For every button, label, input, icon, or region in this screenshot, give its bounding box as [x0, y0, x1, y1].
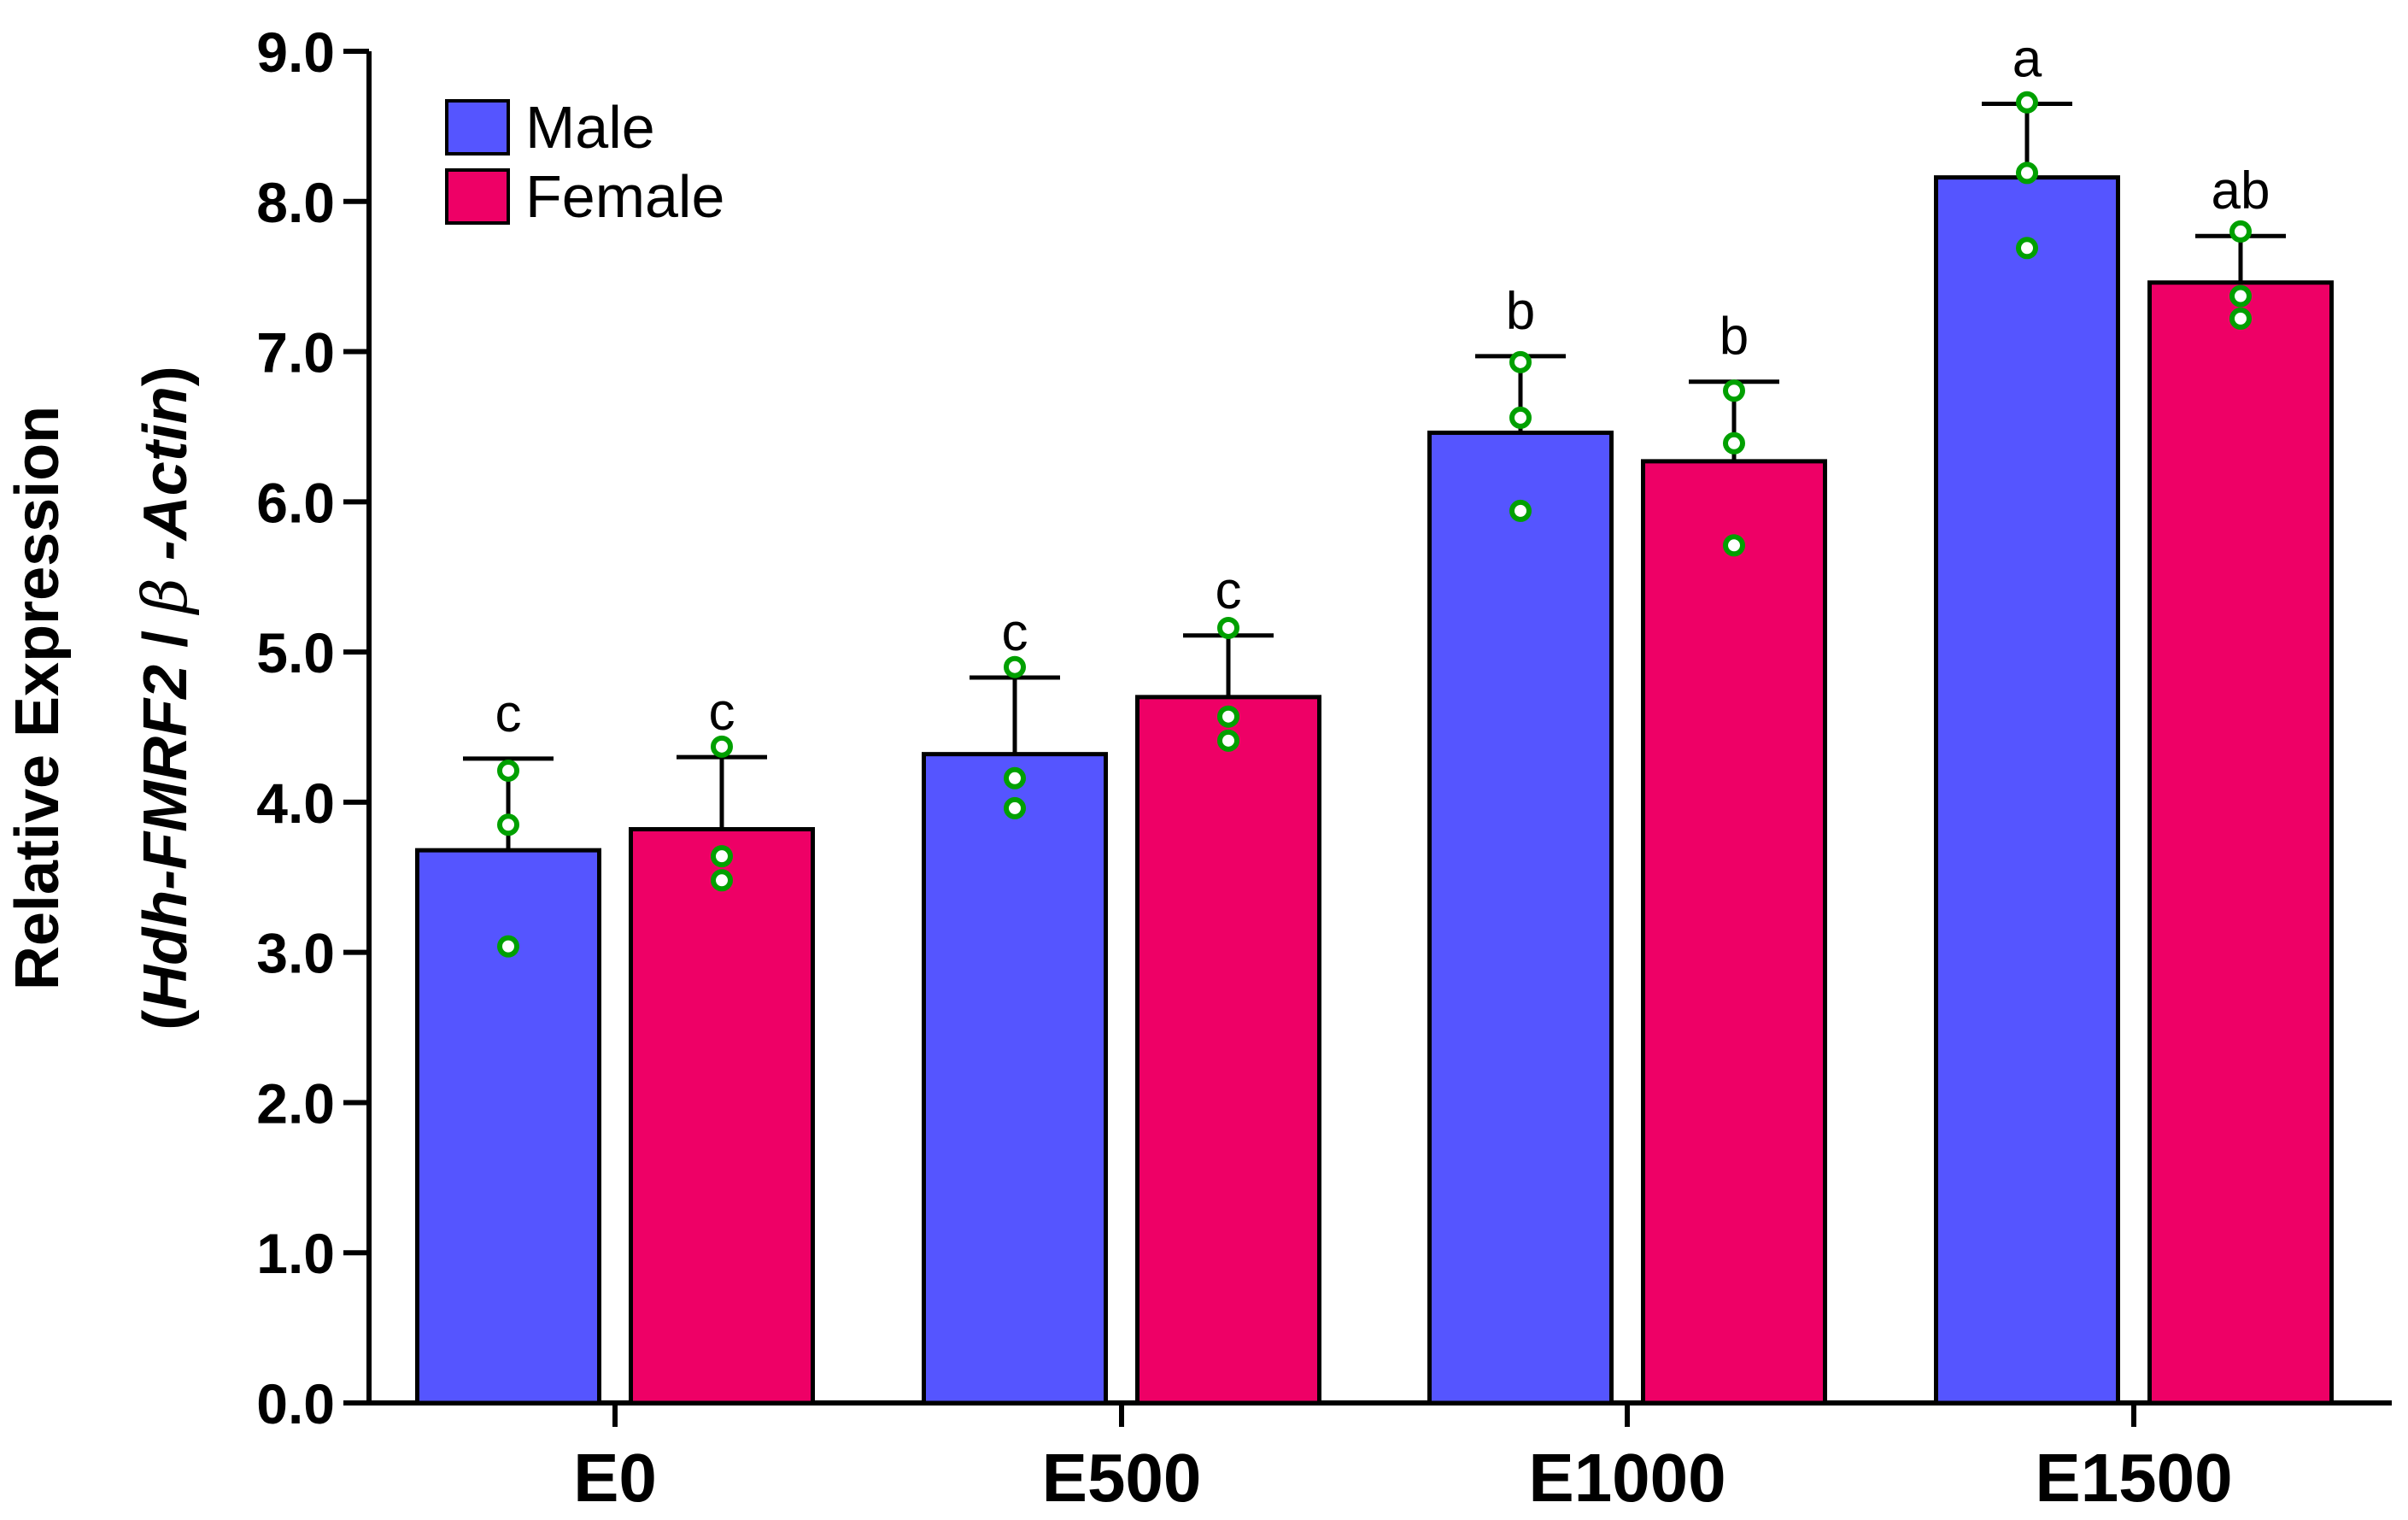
data-point [1217, 616, 1239, 639]
significance-letter: c [495, 684, 522, 743]
data-point [2016, 161, 2038, 185]
significance-letter: c [1216, 561, 1242, 620]
significance-letter: a [2013, 30, 2042, 89]
x-tick-label: E1500 [2035, 1440, 2232, 1516]
significance-letter: b [1720, 308, 1749, 367]
y-tick-label: 2.0 [256, 1071, 335, 1135]
y-tick-label: 0.0 [256, 1372, 335, 1435]
y-tick-label: 7.0 [256, 321, 335, 384]
data-point [1004, 796, 1026, 819]
y-axis-title: Relative Expression (Hdh-FMRF2 / β -Acti… [3, 366, 201, 1030]
y-axis-label-line1: Relative Expression [3, 406, 72, 990]
data-point [2016, 91, 2038, 114]
data-point [1217, 705, 1239, 728]
y-tick-label: 5.0 [256, 621, 335, 684]
data-point [497, 813, 519, 836]
x-tick-label: E0 [573, 1440, 657, 1516]
data-point [1509, 350, 1532, 373]
y-tick-label: 1.0 [256, 1222, 335, 1285]
data-point [1004, 655, 1026, 678]
data-point [2229, 220, 2252, 243]
x-tick-label: E500 [1042, 1440, 1202, 1516]
bar-male [922, 752, 1108, 1406]
legend-swatch-male [445, 99, 510, 156]
y-tick-label: 9.0 [256, 21, 335, 84]
y-tick-label: 8.0 [256, 171, 335, 234]
significance-letter: b [1506, 282, 1535, 341]
significance-letter: c [1002, 603, 1028, 662]
data-point [711, 845, 733, 868]
y-tick-label: 6.0 [256, 471, 335, 534]
significance-letter: ab [2212, 161, 2270, 220]
data-point [1509, 406, 1532, 429]
bar-female [1135, 695, 1321, 1406]
data-point [1217, 729, 1239, 752]
legend-label-female: Female [525, 163, 724, 230]
data-point [711, 735, 733, 758]
data-point [1723, 534, 1745, 557]
bar-male [415, 848, 601, 1406]
bar-male [1427, 430, 1614, 1406]
y-tick-label: 3.0 [256, 922, 335, 985]
data-point [1004, 766, 1026, 789]
x-tick-label: E1000 [1528, 1440, 1725, 1516]
data-point [497, 935, 519, 958]
bar-female [629, 827, 815, 1406]
y-axis-label-line2: (Hdh-FMRF2 / β -Actin) [129, 366, 201, 1030]
data-point [2229, 285, 2252, 308]
data-point [1723, 379, 1745, 402]
bar-female [2147, 280, 2334, 1406]
data-point [2016, 237, 2038, 260]
y-tick-label: 4.0 [256, 772, 335, 835]
significance-letter: c [709, 683, 735, 742]
data-point [711, 869, 733, 892]
plot-area: 0.0 1.0 2.0 3.0 4.0 5.0 6.0 7.0 8.0 9.0 E0 E500 E100… [256, 21, 2392, 1516]
data-point [497, 759, 519, 782]
legend-swatch-female [445, 168, 510, 225]
data-point [1509, 499, 1532, 522]
bar-female [1641, 459, 1827, 1406]
data-point [1723, 431, 1745, 455]
legend-label-male: Male [525, 94, 655, 161]
bar-male [1934, 175, 2120, 1406]
data-point [2229, 307, 2252, 330]
